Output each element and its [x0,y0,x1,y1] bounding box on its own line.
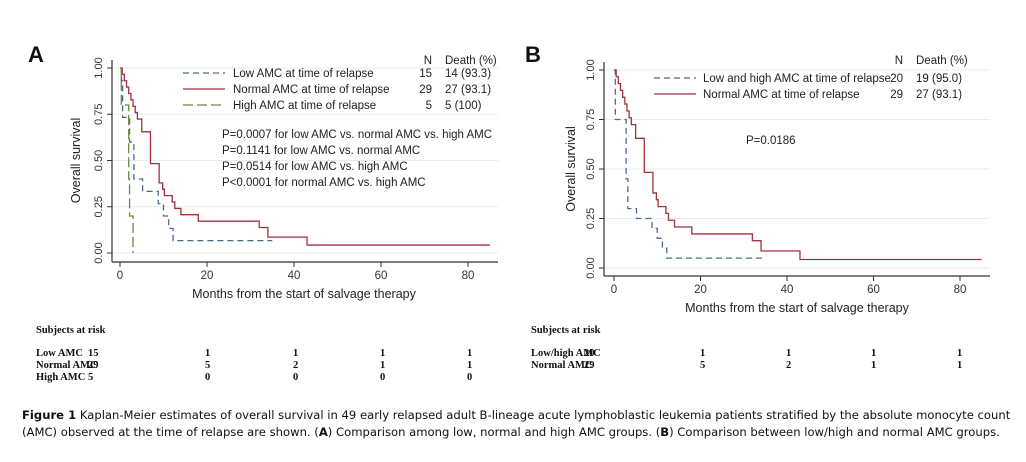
risk-count: 1 [957,348,963,359]
risk-count: 1 [786,348,792,359]
risk-count: 0 [293,372,299,383]
panel-a-legend-n-3: 5 [426,100,432,112]
panel-b-x-tick-label: 60 [867,284,880,296]
risk-count: 0 [467,372,473,383]
panel-a-y-axis-label: Overall survival [69,118,83,203]
panel-b-x-axis-label: Months from the start of salvage therapy [685,301,909,315]
risk-row-label: Low/high AMC [531,348,601,359]
panel-a-p-value-annotation: P=0.0514 for low AMC vs. high AMC [222,161,408,173]
risk-count: 20 [584,348,595,359]
panel-b-y-axis-label: Overall survival [564,126,578,211]
panel-b-legend-label-1: Low and high AMC at time of relapse [703,73,891,85]
panel-a-legend-n-2: 29 [419,84,432,96]
panel-b-p-value-annotation: P=0.0186 [746,135,796,147]
caption-text-2: ) Comparison among low, normal and high … [327,425,661,439]
risk-row-label: Normal AMC [36,360,98,371]
risk-count: 5 [88,372,94,383]
panel-a-p-value-annotation: P=0.0007 for low AMC vs. normal AMC vs. … [222,129,492,141]
risk-count: 29 [584,360,595,371]
risk-count: 1 [700,348,706,359]
panel-a-series-2-curve [120,67,490,246]
panel-b-legend-death-1: 19 (95.0) [916,73,962,85]
panel-a-legend-label-1: Low AMC at time of relapse [233,68,374,80]
panel-b-legend-header-n: N [895,55,903,67]
panel-b-legend-label-2: Normal AMC at time of relapse [703,89,860,101]
risk-count: 1 [467,348,473,359]
figure-caption: Figure 1 Kaplan-Meier estimates of overa… [22,407,1012,441]
panel-b-x-tick-label: 80 [954,284,967,296]
risk-count: 5 [700,360,706,371]
risk-count: 1 [380,348,386,359]
panel-a-x-tick-label: 40 [288,270,301,282]
risk-count: 1 [467,360,473,371]
risk-count: 0 [205,372,211,383]
panel-b-series-2-curve [614,69,982,261]
risk-count: 1 [205,348,211,359]
risk-table-a-title: Subjects at risk [36,325,106,336]
risk-count: 2 [293,360,299,371]
panel-b-y-tick-label: 1.00 [585,59,597,80]
risk-count: 1 [871,348,877,359]
panel-a-legend-header-n: N [424,55,432,67]
caption-text-3: ) Comparison between low/high and normal… [669,425,1000,439]
risk-count: 15 [88,348,99,359]
caption-text-1: Kaplan-Meier estimates of overall surviv… [22,408,1011,439]
risk-count: 5 [205,360,211,371]
panel-a-legend-label-3: High AMC at time of relapse [233,100,376,112]
panel-b-legend-n-1: 20 [890,73,903,85]
risk-count: 2 [786,360,792,371]
panel-a-x-axis-label: Months from the start of salvage therapy [192,287,416,301]
figure-label: Figure 1 [22,408,77,422]
panel-a-x-tick-label: 80 [462,270,475,282]
panel-b-y-tick-label: 0.25 [585,208,597,229]
panel-a-legend-death-2: 27 (93.1) [445,84,491,96]
panel-b-x-tick-label: 40 [781,284,794,296]
risk-count: 1 [957,360,963,371]
panel-b-legend-n-2: 29 [890,89,903,101]
risk-count: 0 [380,372,386,383]
panel-a-series-1-curve [120,67,273,242]
risk-table-b-title: Subjects at risk [531,325,601,336]
survival-charts: 0.00 0.25 0.50 0.75 1.00 0 20 40 60 80 Months from… [69,55,990,315]
panel-a-legend-death-3: 5 (100) [445,100,482,112]
panel-a-legend-header-death: Death (%) [445,55,497,67]
panel-b-y-tick-label: 0.00 [585,257,597,278]
panel-a-x-tick-label: 60 [375,270,388,282]
risk-row-label: High AMC [36,372,86,383]
panel-a-p-value-annotation: P=0.1141 for low AMC vs. normal AMC [222,145,420,157]
panel-b-legend-death-2: 27 (93.1) [916,89,962,101]
panel-b-series-1-curve [614,69,766,259]
risk-count: 1 [293,348,299,359]
panel-a-y-tick-label: 0.50 [93,150,105,171]
risk-row-label: Normal AMC [531,360,593,371]
panel-a-y-tick-label: 0.25 [93,196,105,217]
panel-a-x-tick-label: 20 [201,270,214,282]
panel-b-legend-header-death: Death (%) [916,55,968,67]
panel-b-x-tick-label: 0 [611,284,617,296]
risk-count: 1 [380,360,386,371]
panel-a-y-tick-label: 0.75 [93,104,105,125]
panel-a-legend-n-1: 15 [419,68,432,80]
caption-label-a: A [318,425,328,439]
panel-a-x-tick-label: 0 [117,270,123,282]
panel-b-label: B [525,42,541,67]
risk-row-label: Low AMC [36,348,83,359]
panel-b-y-tick-label: 0.50 [585,158,597,179]
caption-label-b: B [660,425,670,439]
risk-count: 1 [871,360,877,371]
panel-a-p-value-annotation: P<0.0001 for normal AMC vs. high AMC [222,177,426,189]
panel-a-y-tick-label: 1.00 [93,57,105,78]
panel-a-series-3-curve [120,67,134,253]
panel-b-y-tick-label: 0.75 [585,109,597,130]
panel-a-legend-death-1: 14 (93.3) [445,68,491,80]
risk-count: 29 [88,360,99,371]
panel-a-y-tick-label: 0.00 [93,242,105,263]
panel-a-legend-label-2: Normal AMC at time of relapse [233,84,390,96]
panel-b-x-tick-label: 20 [694,284,707,296]
panel-a-label: A [28,42,44,67]
